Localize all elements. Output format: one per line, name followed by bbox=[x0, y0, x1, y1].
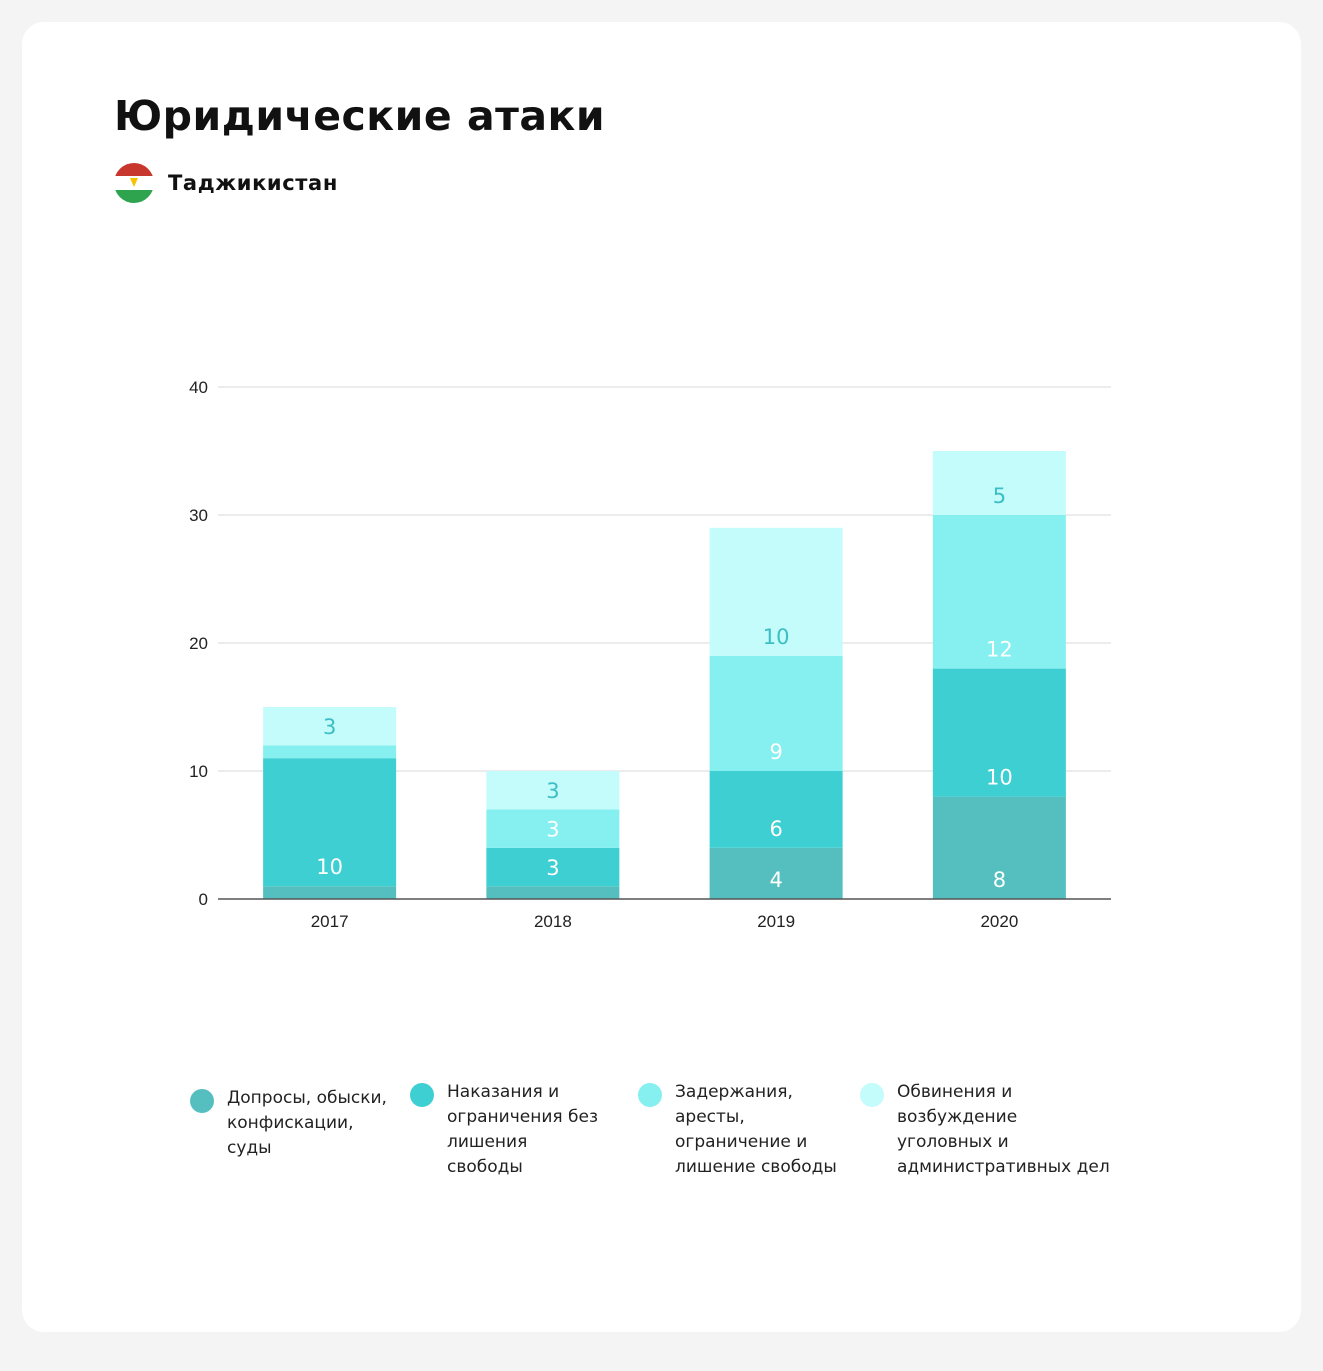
x-tick-label: 2020 bbox=[980, 912, 1018, 931]
flag-band-green bbox=[114, 189, 154, 203]
bar-segment bbox=[932, 515, 1066, 669]
legend-label-line: Наказания и bbox=[447, 1082, 560, 1102]
legend-label: Допросы, обыски, конфискации, суды bbox=[227, 1086, 387, 1161]
y-tick-label: 10 bbox=[189, 762, 208, 781]
legend-item: Задержания, аресты, ограничение и лишение с… bbox=[638, 1082, 837, 1180]
legend-swatch bbox=[190, 1089, 214, 1113]
legend-label-line: уголовных и bbox=[897, 1132, 1009, 1152]
data-label: 4 bbox=[769, 868, 782, 892]
legend-label-line: аресты, bbox=[675, 1107, 745, 1127]
y-tick-label: 20 bbox=[189, 634, 208, 653]
bar-segment bbox=[486, 886, 620, 899]
data-label: 3 bbox=[546, 818, 559, 842]
bar-segment bbox=[263, 707, 397, 746]
country-name: Таджикистан bbox=[168, 171, 338, 195]
chart-title: Юридические атаки bbox=[114, 92, 606, 140]
data-label: 10 bbox=[986, 766, 1013, 790]
stacked-bar-chart: 0 10 20 30 40 10 3 2017 3 3 3 2018 4 6 9 10 2019 8 10 12 5 20… bbox=[189, 378, 1111, 931]
data-label: 8 bbox=[993, 868, 1006, 892]
bar-segment bbox=[486, 771, 620, 810]
legend-swatch bbox=[860, 1083, 884, 1107]
x-tick-label: 2017 bbox=[311, 912, 349, 931]
flag-crown-icon bbox=[130, 178, 138, 187]
data-label: 10 bbox=[316, 855, 343, 879]
data-label: 3 bbox=[546, 856, 559, 880]
bar-segment bbox=[486, 809, 620, 848]
legend-swatch bbox=[410, 1083, 434, 1107]
legend-label: Наказания и ограничения без лишения свободы bbox=[447, 1080, 598, 1180]
bar-segment bbox=[709, 771, 843, 848]
chart-legend: Допросы, обыски, конфискации, суды Наказани… bbox=[168, 1058, 1288, 1198]
country-label: Таджикистан bbox=[114, 163, 338, 203]
legend-label-line: ограничения без bbox=[447, 1107, 598, 1127]
legend-label-line: суды bbox=[227, 1138, 272, 1158]
data-label: 3 bbox=[323, 715, 336, 739]
y-tick-label: 40 bbox=[189, 378, 208, 397]
y-tick-label: 0 bbox=[199, 890, 208, 909]
chart-card bbox=[22, 22, 1301, 1332]
x-tick-label: 2019 bbox=[757, 912, 795, 931]
legend-label-line: ограничение и bbox=[675, 1132, 808, 1152]
legend-label-line: свободы bbox=[447, 1157, 523, 1177]
bar-segment bbox=[709, 527, 843, 656]
legend-item: Наказания и ограничения без лишения свободы bbox=[410, 1082, 598, 1180]
y-tick-label: 30 bbox=[189, 506, 208, 525]
bar-segment bbox=[709, 847, 843, 899]
bar-segment bbox=[263, 745, 397, 759]
legend-swatch bbox=[638, 1083, 662, 1107]
data-label: 9 bbox=[769, 740, 782, 764]
legend-label: Обвинения и возбуждение уголовных и админис… bbox=[897, 1080, 1110, 1180]
bar-segment bbox=[486, 847, 620, 887]
legend-item: Допросы, обыски, конфискации, суды bbox=[190, 1088, 387, 1161]
legend-label-line: лишения bbox=[447, 1132, 528, 1152]
data-label: 3 bbox=[546, 779, 559, 803]
legend-label-line: административных дел bbox=[897, 1157, 1110, 1177]
legend-label-line: Обвинения и bbox=[897, 1082, 1013, 1102]
legend-label: Задержания, аресты, ограничение и лишение с… bbox=[675, 1080, 837, 1180]
x-tick-label: 2018 bbox=[534, 912, 572, 931]
bar-segment bbox=[932, 451, 1066, 515]
legend-label-line: возбуждение bbox=[897, 1107, 1018, 1127]
tajikistan-flag-icon bbox=[114, 163, 154, 203]
legend-item: Обвинения и возбуждение уголовных и админис… bbox=[860, 1082, 1110, 1180]
bar-segment bbox=[932, 796, 1066, 899]
legend-label-line: конфискации, bbox=[227, 1113, 354, 1133]
legend-label-line: Допросы, обыски, bbox=[227, 1088, 387, 1108]
data-label: 5 bbox=[993, 484, 1006, 508]
data-label: 12 bbox=[986, 638, 1013, 662]
bar-segment bbox=[932, 668, 1066, 797]
bar-segment bbox=[263, 758, 397, 887]
data-label: 10 bbox=[763, 625, 790, 649]
bar-segment bbox=[709, 655, 843, 771]
data-label: 6 bbox=[769, 817, 782, 841]
flag-band-red bbox=[114, 163, 154, 177]
bar-segment bbox=[263, 886, 397, 899]
legend-label-line: Задержания, bbox=[675, 1082, 793, 1102]
legend-label-line: лишение свободы bbox=[675, 1157, 837, 1177]
